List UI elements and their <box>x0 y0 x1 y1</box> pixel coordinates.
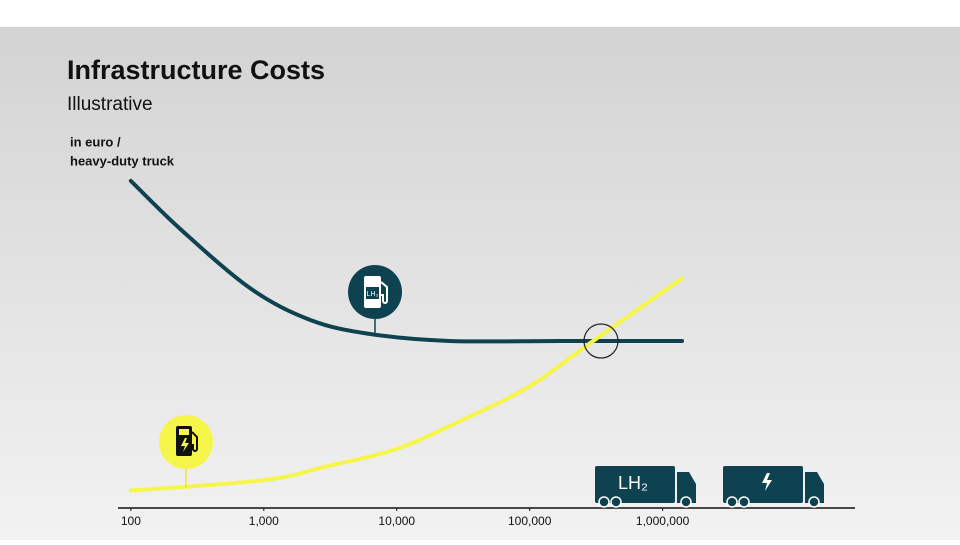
lh2-truck: LH₂ <box>595 466 696 508</box>
background <box>0 27 960 540</box>
y-axis-label: in euro / <box>70 134 121 149</box>
y-axis-label: heavy-duty truck <box>70 153 175 168</box>
electric-pump-icon <box>159 415 213 488</box>
x-tick-label: 1,000,000 <box>636 514 690 528</box>
chart-title: Infrastructure Costs <box>67 55 325 85</box>
x-tick-label: 100 <box>121 514 141 528</box>
line-series <box>128 178 685 344</box>
electric-truck <box>723 466 824 508</box>
intersection-marker <box>583 323 619 359</box>
x-tick-label: 10,000 <box>378 514 415 528</box>
x-tick-label: 100,000 <box>508 514 552 528</box>
truck-label: LH₂ <box>618 473 648 493</box>
top-band <box>0 0 960 27</box>
pump-label: LH₂ <box>367 291 379 298</box>
line-series <box>128 276 685 493</box>
lh2-pump-icon: LH₂ <box>348 265 402 334</box>
x-tick-label: 1,000 <box>249 514 279 528</box>
plot: 100 1,000 10,000 100,000 1,000,000 <box>121 178 690 528</box>
chart-subtitle: Illustrative <box>67 94 153 115</box>
